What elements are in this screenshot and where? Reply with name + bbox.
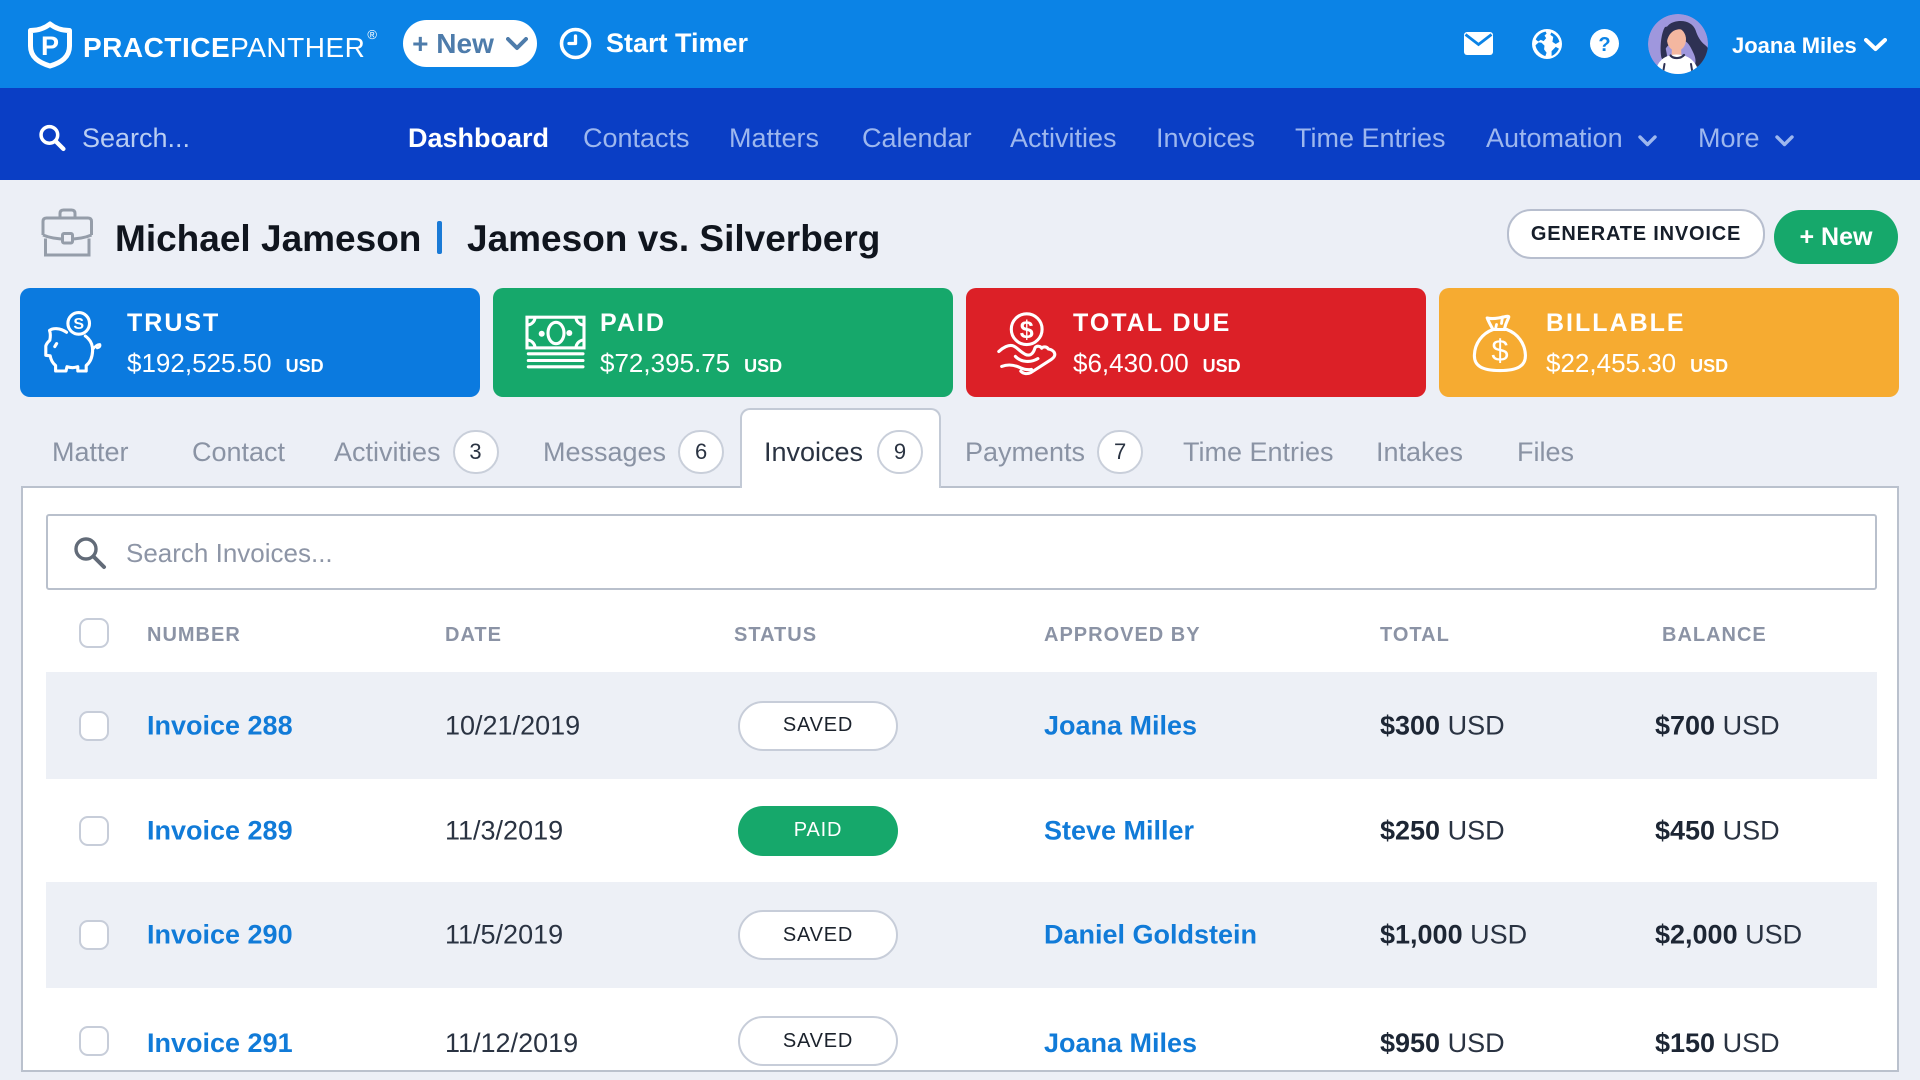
- svg-text:?: ?: [1598, 34, 1610, 56]
- svg-text:S: S: [73, 316, 84, 333]
- svg-text:$: $: [1491, 333, 1508, 368]
- svg-text:P: P: [41, 31, 59, 61]
- svg-text:$: $: [1020, 316, 1034, 344]
